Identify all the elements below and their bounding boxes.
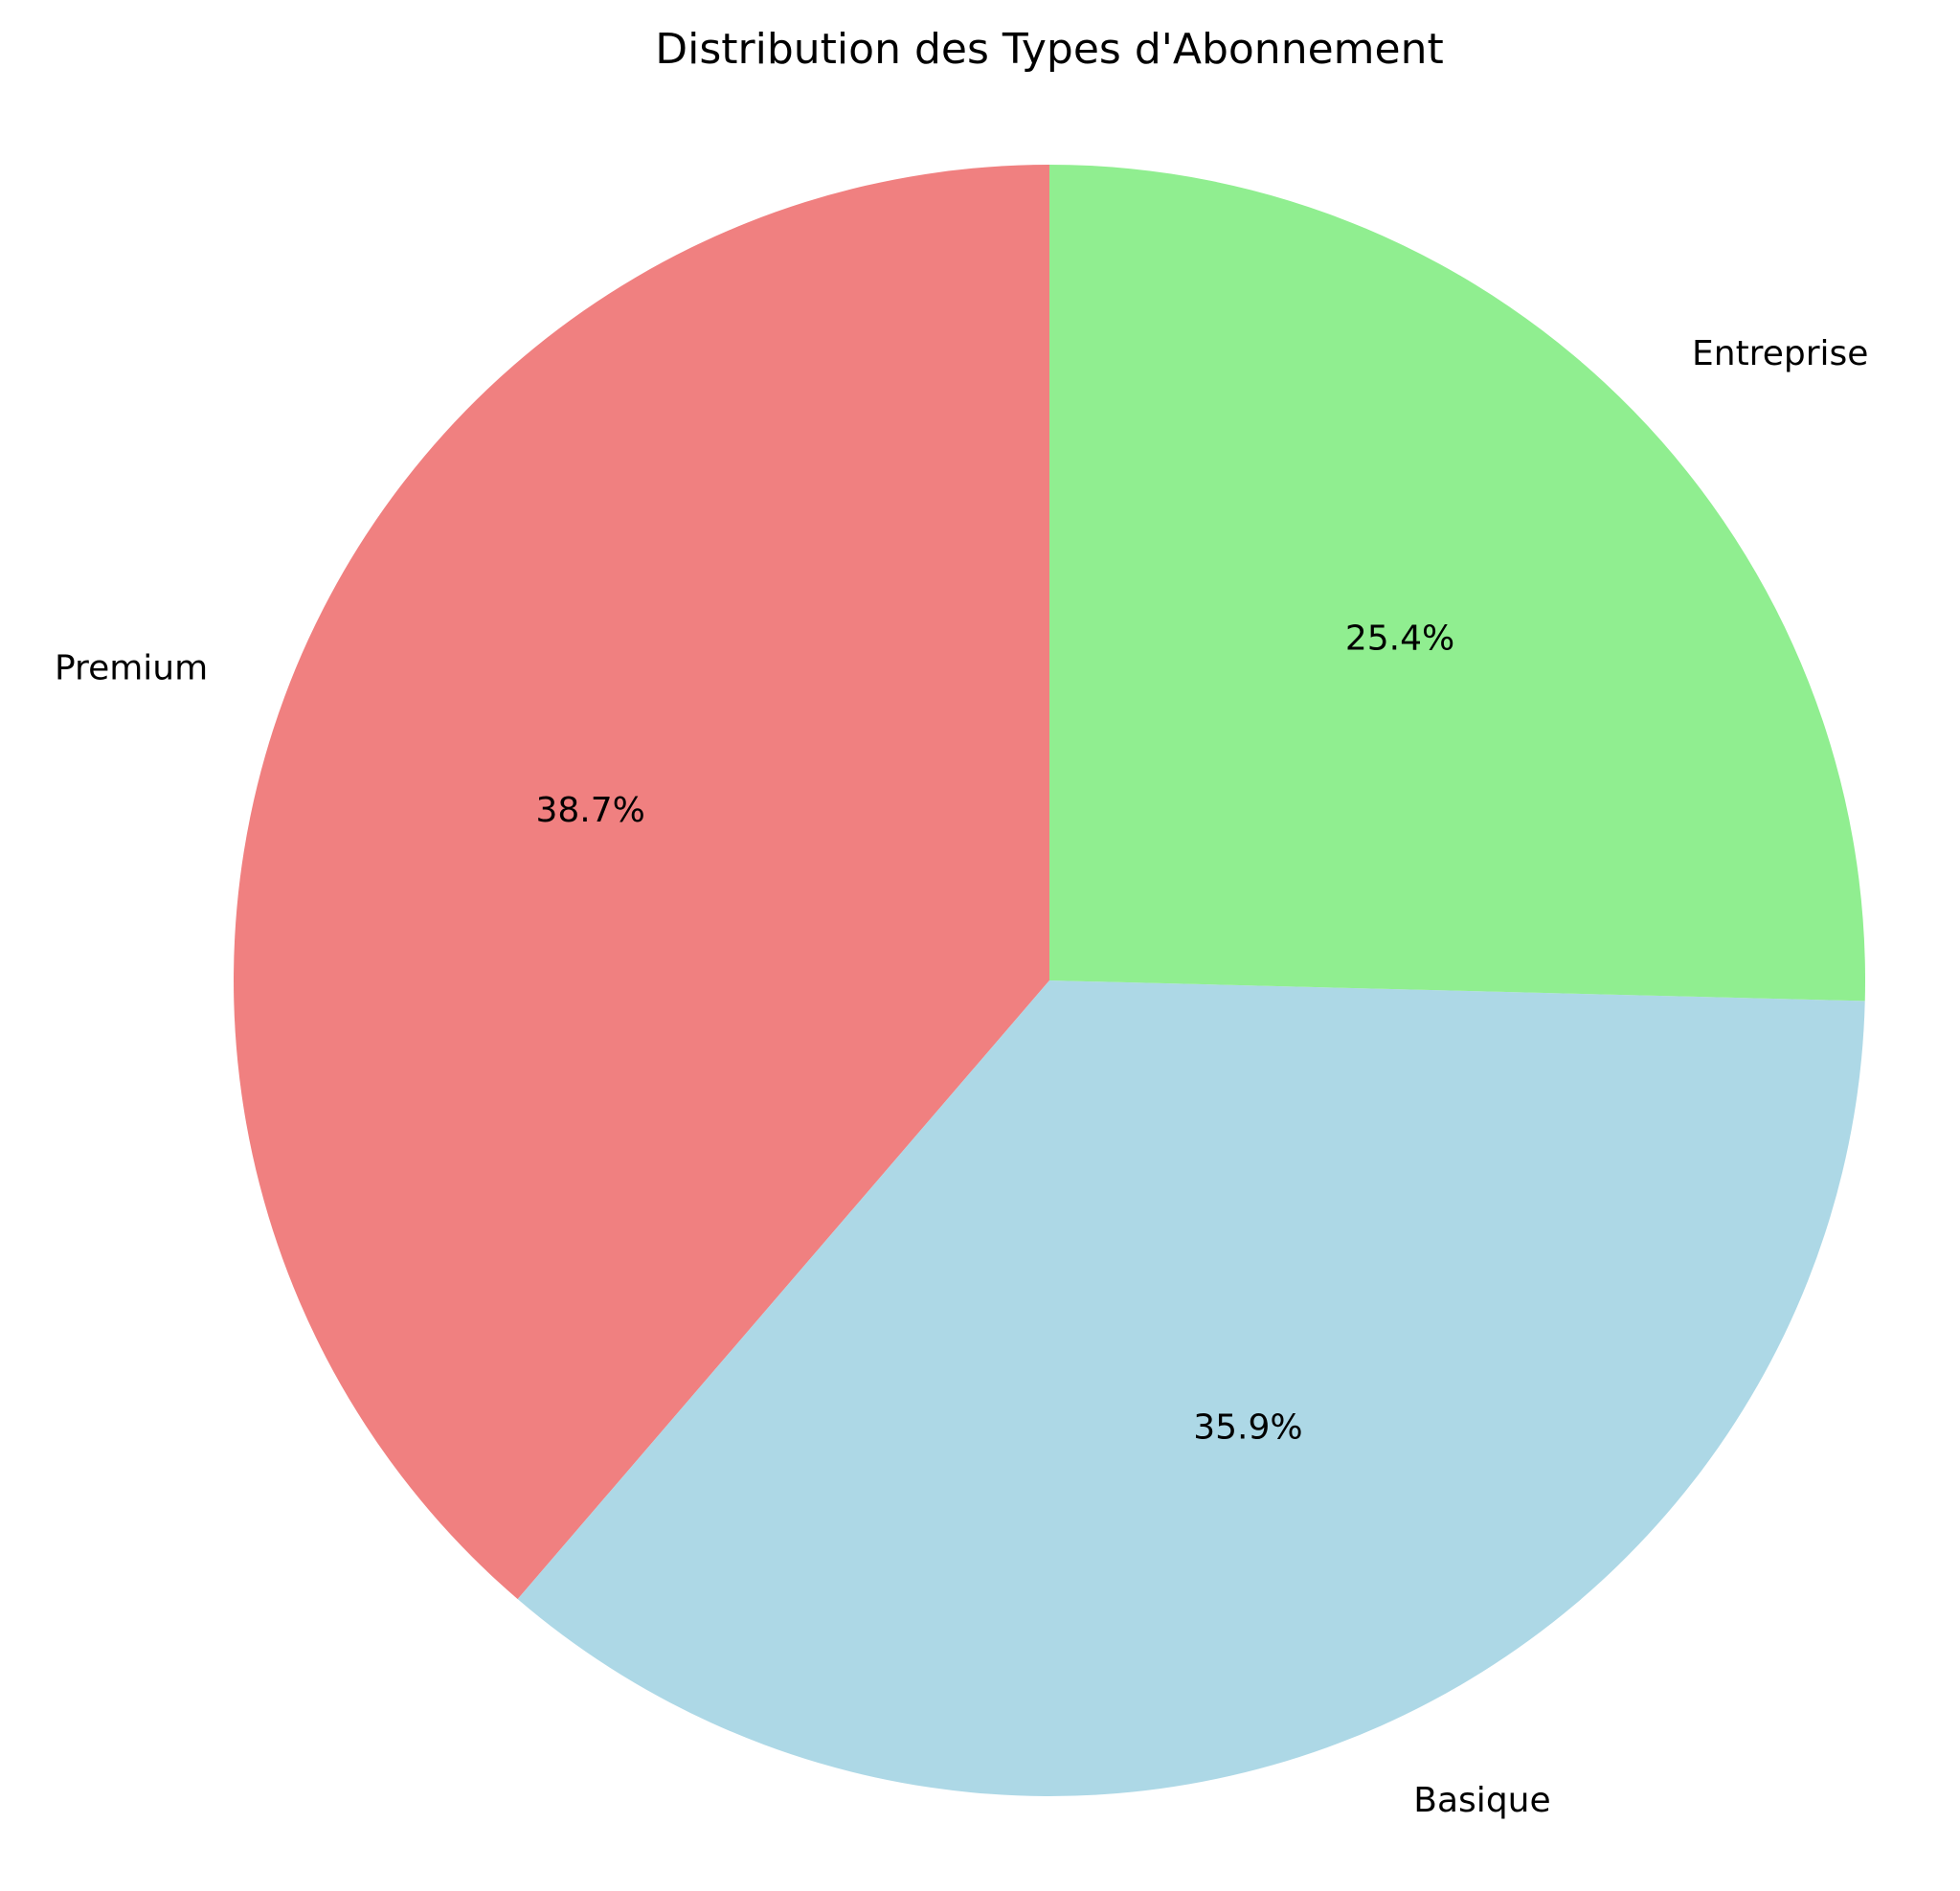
slice-label-entreprise: Entreprise — [1692, 334, 1868, 373]
pie-labels: Premium 38.7% Basique 35.9% Entreprise 25.4% — [55, 334, 1868, 1820]
pie-slices — [234, 165, 1865, 1796]
slice-percent-entreprise: 25.4% — [1345, 619, 1454, 659]
pie-slice-basique — [517, 980, 1865, 1796]
slice-label-premium: Premium — [55, 649, 208, 688]
slice-label-basique: Basique — [1413, 1781, 1550, 1820]
slice-percent-premium: 38.7% — [536, 791, 645, 830]
pie-slice-entreprise — [1049, 165, 1865, 1002]
pie-slice-premium — [234, 165, 1050, 1600]
chart-title: Distribution des Types d'Abonnement — [655, 25, 1443, 74]
slice-percent-basique: 35.9% — [1193, 1408, 1302, 1448]
